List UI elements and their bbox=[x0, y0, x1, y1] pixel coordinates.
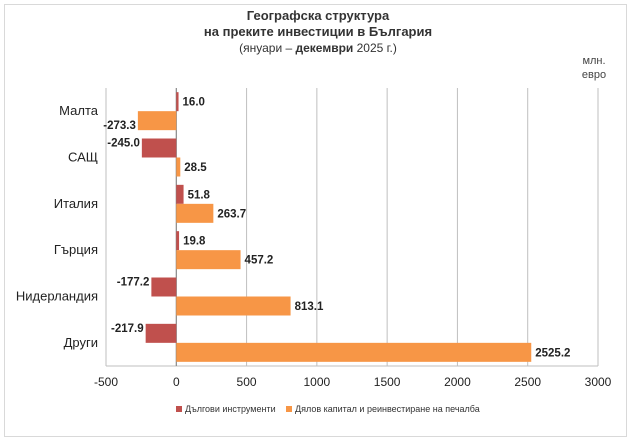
x-tick-label: 0 bbox=[173, 375, 180, 389]
data-label: 2525.2 bbox=[535, 347, 570, 359]
data-label: 813.1 bbox=[295, 301, 324, 313]
x-tick-label: 1500 bbox=[374, 375, 401, 389]
bar-debt bbox=[176, 92, 179, 112]
data-label: 28.5 bbox=[184, 162, 207, 174]
chart-title-line2: на преките инвестиции в България bbox=[204, 24, 432, 39]
legend-label: Дялов капитал и реинвестиране на печалба bbox=[295, 404, 480, 414]
bar-equity bbox=[137, 111, 177, 131]
title-prefix: (януари – bbox=[239, 41, 295, 55]
data-label: 19.8 bbox=[183, 236, 206, 248]
bar-debt bbox=[141, 138, 177, 158]
category-label: Малта bbox=[59, 103, 99, 118]
data-label: 457.2 bbox=[245, 255, 274, 267]
bar-debt bbox=[176, 231, 180, 251]
legend-swatch bbox=[176, 406, 182, 412]
category-label: Италия bbox=[54, 196, 98, 211]
data-label: 51.8 bbox=[188, 189, 211, 201]
x-tick-label: -500 bbox=[94, 375, 118, 389]
category-label: Нидерландия bbox=[16, 289, 98, 304]
bar-equity bbox=[176, 250, 241, 270]
data-label: -177.2 bbox=[117, 277, 150, 289]
x-tick-label: 2000 bbox=[444, 375, 471, 389]
data-label: 263.7 bbox=[217, 208, 246, 220]
chart-frame bbox=[4, 4, 627, 437]
bar-equity bbox=[176, 157, 181, 177]
title-bold: декември bbox=[296, 41, 354, 55]
bar-debt bbox=[176, 184, 184, 204]
data-label: 16.0 bbox=[183, 97, 205, 109]
title-suffix: 2025 г.) bbox=[353, 41, 397, 55]
x-tick-label: 3000 bbox=[585, 375, 612, 389]
chart-title-line1: Географска структура bbox=[247, 8, 390, 23]
bar-equity bbox=[176, 342, 532, 362]
bar-debt bbox=[145, 323, 177, 343]
x-tick-label: 1000 bbox=[304, 375, 331, 389]
unit-label-line2: евро bbox=[582, 69, 606, 81]
category-label: САЩ bbox=[68, 150, 98, 165]
category-label: Други bbox=[64, 335, 98, 350]
data-label: -217.9 bbox=[111, 323, 144, 335]
x-tick-label: 500 bbox=[237, 375, 257, 389]
legend-swatch bbox=[286, 406, 292, 412]
data-label: -245.0 bbox=[107, 138, 140, 150]
category-label: Гърция bbox=[54, 242, 98, 257]
chart-title-line3: (януари – декември 2025 г.) bbox=[239, 41, 397, 55]
bar-equity bbox=[176, 296, 291, 316]
data-label: -273.3 bbox=[103, 120, 136, 132]
unit-label-line1: млн. bbox=[582, 55, 605, 67]
bar-equity bbox=[176, 203, 214, 223]
x-tick-label: 2500 bbox=[514, 375, 541, 389]
legend-label: Дългови инструменти bbox=[185, 404, 276, 414]
bar-debt bbox=[151, 277, 177, 297]
